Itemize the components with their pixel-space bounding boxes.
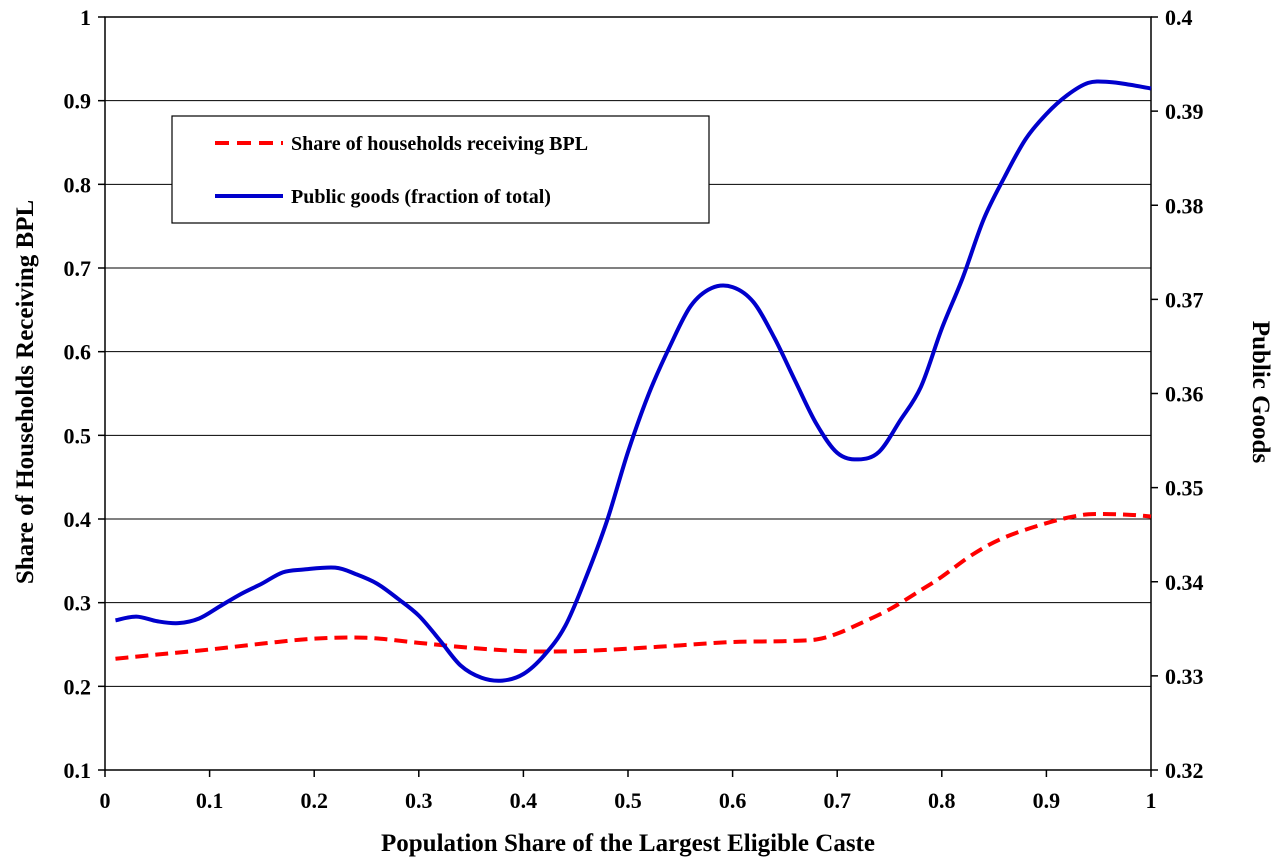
y-tick-label: 0.7 <box>64 256 92 281</box>
y-axis-right: 0.32 0.33 0.34 0.35 0.36 0.37 0.38 0.39 0.4 <box>1165 5 1204 783</box>
y-axis-left: 0.1 0.2 0.3 0.4 0.5 0.6 0.7 0.8 0.9 1 <box>64 5 92 783</box>
y2-tick-label: 0.4 <box>1165 5 1193 30</box>
y2-tick-label: 0.38 <box>1165 193 1204 218</box>
y2-tick-label: 0.34 <box>1165 570 1204 595</box>
y-tick-label: 0.4 <box>64 507 92 532</box>
y2-tick-label: 0.35 <box>1165 476 1204 501</box>
tick-marks <box>98 16 1158 777</box>
y-tick-label: 0.1 <box>64 758 92 783</box>
y-tick-label: 0.8 <box>64 172 92 197</box>
legend: Share of households receiving BPL Public… <box>171 115 710 224</box>
x-tick-label: 0.7 <box>823 788 851 813</box>
x-tick-label: 0.9 <box>1033 788 1061 813</box>
y2-tick-label: 0.39 <box>1165 99 1204 124</box>
x-tick-label: 1 <box>1146 788 1157 813</box>
y2-tick-label: 0.36 <box>1165 382 1204 407</box>
x-tick-label: 0.3 <box>405 788 433 813</box>
series-line-public-goods <box>115 79 1152 683</box>
y-tick-label: 1 <box>80 5 91 30</box>
legend-label-bpl: Share of households receiving BPL <box>291 133 588 155</box>
y2-tick-label: 0.37 <box>1165 287 1204 312</box>
y2-axis-title: Public Goods <box>1247 321 1273 464</box>
x-tick-label: 0.8 <box>928 788 956 813</box>
legend-label-public-goods: Public goods (fraction of total) <box>291 186 551 208</box>
x-tick-label: 0.5 <box>614 788 642 813</box>
x-axis-title: Population Share of the Largest Eligible… <box>381 830 875 857</box>
x-tick-label: 0.1 <box>196 788 224 813</box>
x-tick-label: 0.6 <box>719 788 747 813</box>
legend-box <box>171 115 710 224</box>
y-axis-title: Share of Households Receiving BPL <box>12 200 39 584</box>
y2-tick-label: 0.32 <box>1165 758 1204 783</box>
y-tick-label: 0.9 <box>64 89 92 114</box>
y-tick-label: 0.2 <box>64 674 92 699</box>
x-tick-label: 0 <box>100 788 111 813</box>
y-tick-label: 0.6 <box>64 340 92 365</box>
x-axis: 0 0.1 0.2 0.3 0.4 0.5 0.6 0.7 0.8 0.9 1 <box>100 788 1157 813</box>
y2-tick-label: 0.33 <box>1165 664 1204 689</box>
series <box>115 79 1152 683</box>
x-tick-label: 0.4 <box>510 788 538 813</box>
x-tick-label: 0.2 <box>300 788 328 813</box>
series-line-bpl <box>115 511 1152 661</box>
y-tick-label: 0.3 <box>64 591 92 616</box>
y-tick-label: 0.5 <box>64 423 92 448</box>
